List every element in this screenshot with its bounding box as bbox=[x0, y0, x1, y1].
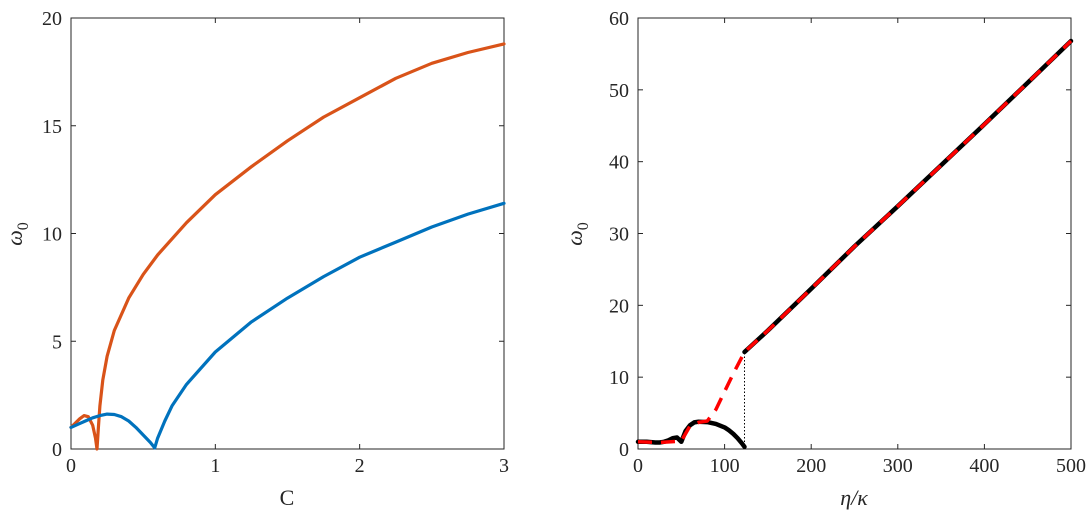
left-plot-box bbox=[70, 17, 505, 450]
left-y-axis-label-sub: 0 bbox=[15, 222, 32, 230]
right-y-axis-label: ω0 bbox=[562, 222, 592, 246]
left-y-axis-label: ω0 bbox=[2, 222, 32, 246]
right-y-tick-label: 0 bbox=[619, 439, 629, 461]
right-x-tick-label: 300 bbox=[883, 455, 913, 477]
left-ticks-group: 0 1 2 3 0 5 10 15 20 bbox=[42, 8, 509, 477]
left-x-axis-label: C bbox=[280, 485, 295, 510]
left-y-tick-label: 10 bbox=[42, 224, 62, 246]
right-x-axis-label: η/κ bbox=[840, 485, 868, 510]
right-y-axis-label-sub: 0 bbox=[575, 222, 592, 230]
left-y-tick-label: 0 bbox=[52, 439, 62, 461]
right-y-tick-label: 50 bbox=[609, 80, 629, 102]
right-x-tick-label: 400 bbox=[969, 455, 999, 477]
left-x-tick-label: 2 bbox=[355, 455, 365, 477]
left-y-tick-label: 5 bbox=[52, 331, 62, 353]
right-plot-box bbox=[637, 17, 1072, 450]
right-x-tick-label: 500 bbox=[1056, 455, 1086, 477]
left-series-line-0 bbox=[69, 42, 506, 451]
right-series-line-2 bbox=[637, 39, 1073, 445]
left-chart-axes bbox=[70, 17, 505, 450]
right-x-tick-label: 0 bbox=[633, 455, 643, 477]
right-x-tick-label: 200 bbox=[796, 455, 826, 477]
left-x-tick-label: 1 bbox=[210, 455, 220, 477]
right-series-line-0 bbox=[635, 419, 747, 450]
left-x-tick-label: 0 bbox=[66, 455, 76, 477]
right-chart-axes bbox=[637, 17, 1072, 450]
right-y-axis-label-main: ω bbox=[562, 230, 587, 246]
left-x-tick-label: 3 bbox=[499, 455, 509, 477]
right-x-tick-label: 100 bbox=[710, 455, 740, 477]
left-y-axis-label-main: ω bbox=[2, 230, 27, 246]
right-y-tick-label: 10 bbox=[609, 367, 629, 389]
right-y-tick-label: 60 bbox=[609, 8, 629, 30]
left-series-line-1 bbox=[69, 201, 506, 450]
right-y-tick-label: 30 bbox=[609, 224, 629, 246]
right-y-tick-label: 20 bbox=[609, 295, 629, 317]
left-y-tick-label: 20 bbox=[42, 8, 62, 30]
right-ticks-group: 0 100 200 300 400 500 0 10 20 30 40 50 60 bbox=[609, 8, 1086, 477]
left-y-tick-label: 15 bbox=[42, 116, 62, 138]
right-series-group bbox=[635, 38, 1074, 450]
right-y-tick-label: 40 bbox=[609, 152, 629, 174]
left-series-group bbox=[69, 42, 506, 451]
